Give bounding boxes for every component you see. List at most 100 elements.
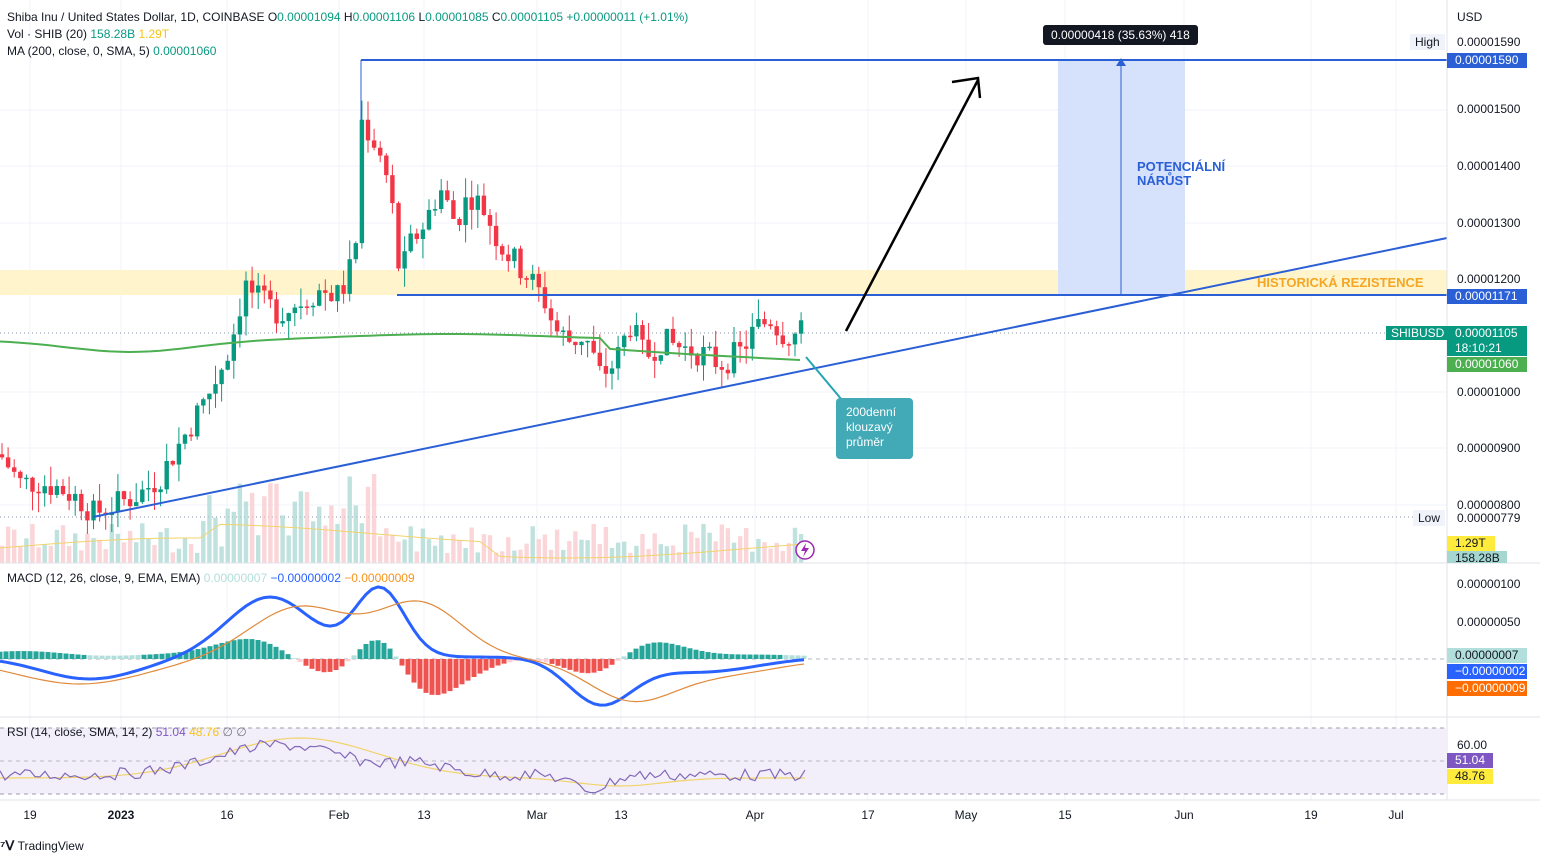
volume-bar [164,528,169,563]
potential-line-2: NÁRŮST [1137,173,1192,188]
macd-hist-bar [489,659,495,668]
macd-hist-bar [45,652,51,659]
callout-connector [805,356,843,401]
macd-hist-bar [423,659,429,693]
volume-bar [201,521,206,563]
candle-body [286,313,291,322]
candle-body [603,366,609,374]
volume-bar [134,542,139,563]
symbol-title[interactable]: Shiba Inu / United States Dollar, 1D, CO… [7,10,265,24]
volume-bar [140,523,145,563]
volume-bar [298,491,304,563]
candle-body [683,346,688,348]
macd-hist-bar [141,654,147,659]
candle-body [457,218,462,226]
candle-body [432,209,438,211]
macd-hist-bar [33,651,39,659]
volume-bar [317,506,322,563]
volume-bar [359,523,365,563]
volume-bar [54,529,60,563]
macd-hist-bar [243,638,249,659]
candle-body [231,334,236,361]
volume-bar [60,525,66,563]
macd-hist-bar [369,640,375,659]
volume-legend[interactable]: Vol · SHIB (20) 158.28B 1.29T [7,26,169,43]
volume-bar [506,537,511,563]
rsi-legend[interactable]: RSI (14, close, SMA, 14, 2) 51.04 48.76 … [7,724,247,741]
volume-bar [146,538,151,563]
macd-hist-bar [345,659,351,662]
volume-bar [481,534,487,563]
macd-hist-bar [0,651,3,659]
candle-body [536,273,541,288]
macd-hist-bar [27,651,33,659]
resistance-price-tag: 0.00001171 [1447,289,1527,304]
volume-bar [628,552,633,563]
macd-hist-bar [675,645,681,659]
macd-hist-bar [591,659,597,673]
macd-hist-bar [615,659,621,661]
volume-bar [402,539,407,563]
volume-bar [158,532,163,563]
price-tick: 0.00001400 [1457,159,1521,173]
volume-bar [335,523,340,563]
macd-hist-bar [351,655,357,659]
candle-body [493,225,499,247]
candle-body [585,340,590,343]
volume-bar [365,486,371,563]
volume-value: 158.28B [90,27,136,41]
currency-label[interactable]: USD [1457,10,1483,24]
candles [0,100,804,534]
macd-legend[interactable]: MACD (12, 26, close, 9, EMA, EMA) 0.0000… [7,570,415,587]
arrow-head-icon [951,76,982,99]
macd-hist-bar [465,659,471,681]
macd-hist-bar [429,659,435,695]
volume-bar [713,541,718,563]
macd-hist-bar [477,659,483,674]
macd-hist-bar [261,641,267,659]
tradingview-name: TradingView [17,839,84,853]
volume-bar [615,542,621,563]
open-label: O [267,10,278,24]
resistance-annotation: HISTORICKÁ REZISTENCE [1257,275,1424,290]
volume-bar [109,523,114,563]
volume-bar [12,529,17,563]
candle-body [524,278,529,280]
ma-callout [836,398,913,459]
volume-bar [347,476,352,563]
volume-bar [103,549,108,563]
trend-line [92,237,1448,518]
candle-body [731,342,737,374]
candle-body [256,285,261,293]
candle-body [12,467,17,472]
macd-hist-bar [747,654,753,659]
volume-bar [676,552,682,563]
macd-hist-bar [471,659,477,678]
macd-hist-bar [111,655,117,659]
macd-hist-bar [681,646,687,659]
candle-body [176,443,182,465]
volume-bar [24,538,29,563]
volume-bar [731,542,737,563]
signal-value: −0.00000009 [344,571,415,585]
ma-legend[interactable]: MA (200, close, 0, SMA, 5) 0.00001060 [7,43,216,60]
volume-bar [262,496,267,563]
tradingview-logo[interactable]: ⁷ᐯ TradingView [0,838,84,854]
macd-hist-bar [69,654,75,659]
time-tick: 19 [1304,808,1318,822]
candle-body [243,280,249,317]
symbol-price-tag: SHIBUSD [1386,326,1450,340]
candle-body [79,493,84,512]
candle-body [469,197,474,210]
macd-value: −0.00000002 [270,571,341,585]
volume-bar [176,548,182,563]
volume-bar [420,528,426,563]
macd-hist-bar [225,641,231,659]
macd-hist-bar [633,648,639,659]
macd-hist-bar [495,659,501,666]
candle-body [475,195,480,210]
time-tick: 19 [23,808,37,822]
candle-body [408,233,413,252]
macd-hist-bar [795,655,801,659]
